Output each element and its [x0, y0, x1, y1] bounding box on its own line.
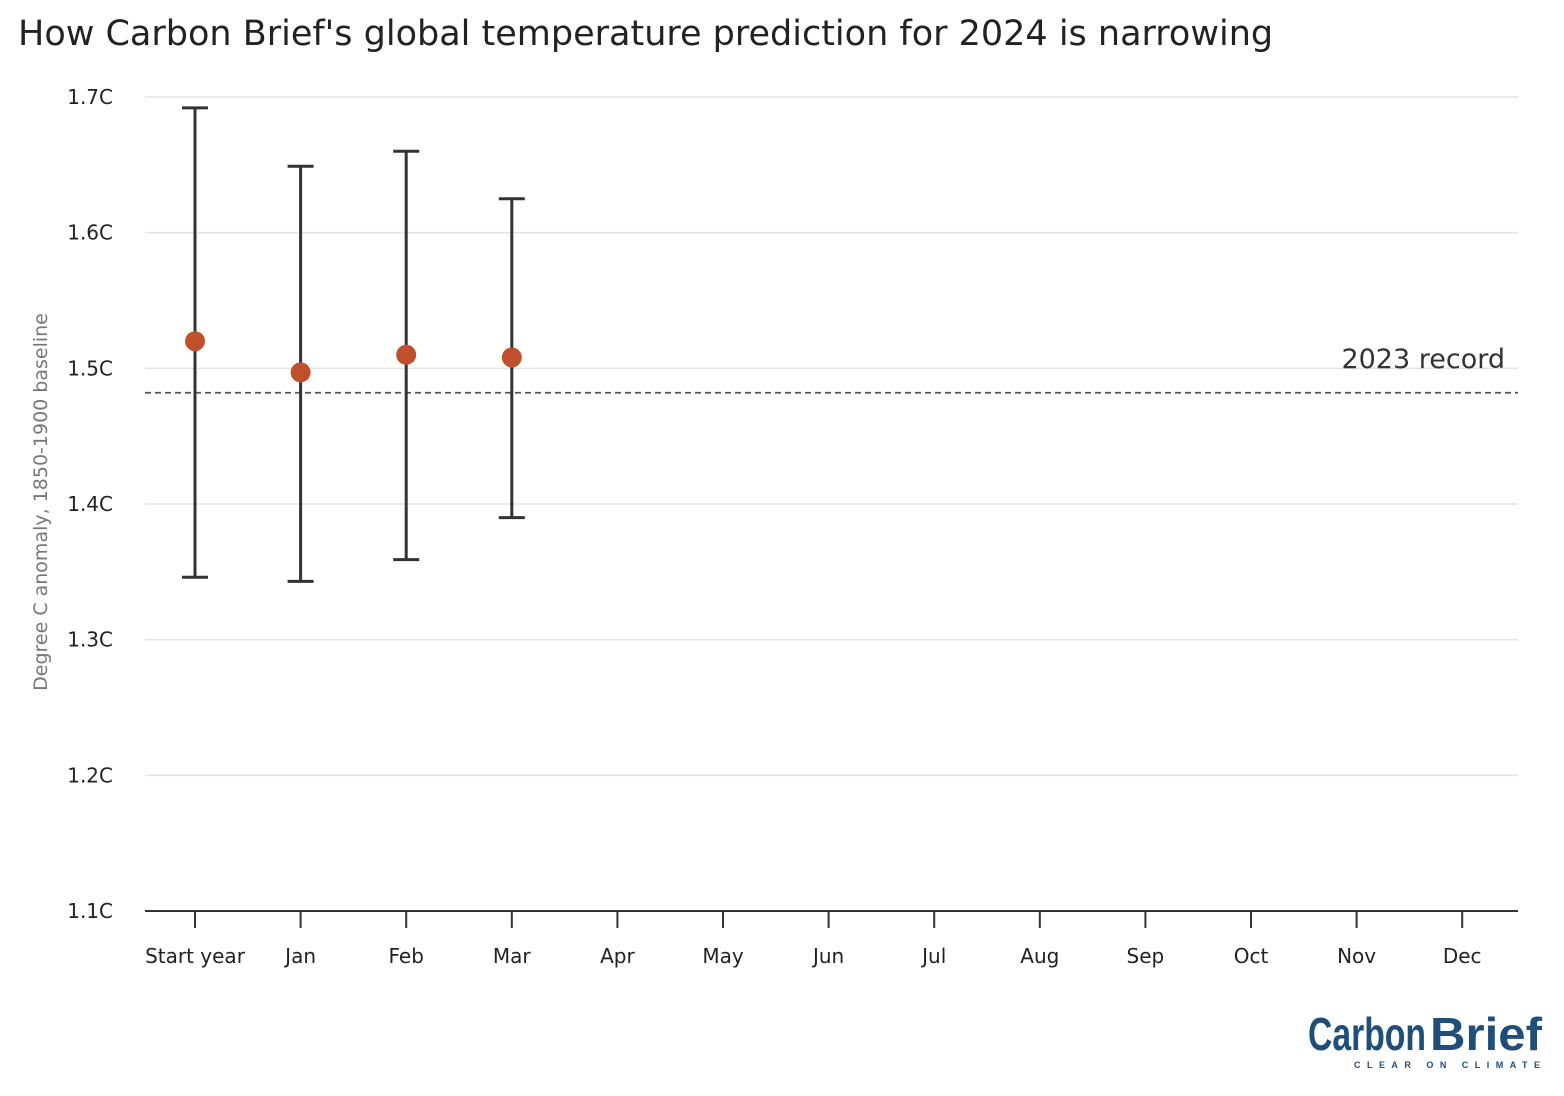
x-tick-label: Start year [145, 944, 246, 968]
data-point [501, 347, 522, 368]
reference-line-label: 2023 record [1341, 344, 1505, 375]
y-axis-label: Degree C anomaly, 1850-1900 baseline [30, 313, 52, 691]
y-tick-label: 1.6C [67, 221, 113, 245]
x-tick-label: Jun [811, 944, 844, 968]
y-tick-label: 1.2C [67, 763, 113, 787]
chart-title: How Carbon Brief's global temperature pr… [18, 14, 1274, 54]
y-tick-label: 1.7C [67, 85, 113, 109]
grid-lines [145, 96, 1518, 777]
x-tick-label: May [702, 944, 744, 968]
x-tick-label: Apr [600, 944, 635, 968]
y-tick-label: 1.3C [67, 628, 113, 652]
x-axis: Start year Jan Feb Mar Apr May Jun Jul Aug Sep Oct… [145, 910, 1518, 968]
x-tick-label: Nov [1337, 944, 1376, 968]
x-tick-label: Jan [283, 944, 316, 968]
data-point [290, 362, 311, 383]
logo-brief-text: Brief [1430, 1008, 1543, 1060]
logo-tagline: CLEAR ON CLIMATE [1354, 1060, 1540, 1070]
chart: 1.1C 1.2C 1.3C 1.4C 1.5C 1.6C 1.7C 2023 record… [30, 85, 1518, 968]
data-point [185, 331, 205, 352]
carbon-brief-logo: Carbon Brief CLEAR ON CLIMATE [1308, 1008, 1543, 1070]
y-tick-label: 1.5C [67, 356, 113, 380]
x-tick-label: Aug [1020, 944, 1059, 968]
x-tick-label: Sep [1127, 944, 1165, 968]
logo-carbon-text: Carbon [1308, 1008, 1426, 1060]
x-tick-label: Feb [388, 944, 423, 968]
x-tick-label: Oct [1234, 944, 1269, 968]
data-marks [182, 106, 525, 583]
y-tick-label: 1.1C [67, 899, 113, 923]
y-axis-ticks: 1.1C 1.2C 1.3C 1.4C 1.5C 1.6C 1.7C [67, 85, 113, 923]
x-tick-label: Jul [920, 944, 946, 968]
x-tick-label: Mar [493, 944, 532, 968]
data-point [396, 344, 417, 365]
y-tick-label: 1.4C [67, 492, 113, 516]
reference-line-group: 2023 record [145, 344, 1518, 394]
x-tick-label: Dec [1443, 944, 1482, 968]
